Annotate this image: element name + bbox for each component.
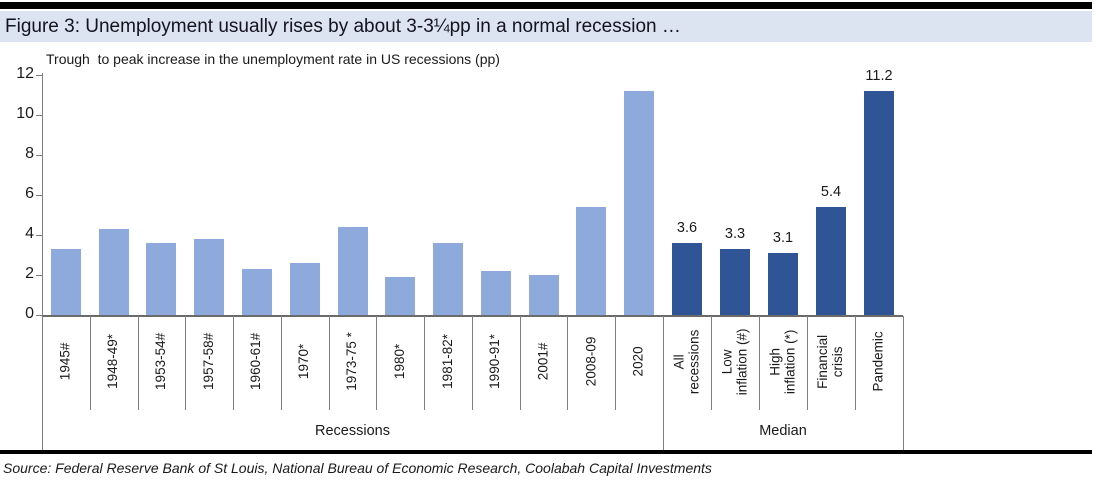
x-tick-label: Financial crisis	[815, 334, 845, 389]
category-divider	[90, 316, 91, 410]
y-tick-label: 0	[25, 305, 34, 322]
group-label-median: Median	[759, 423, 807, 439]
chart-subtitle: Trough to peak increase in the unemploym…	[46, 51, 500, 67]
bar-value-label: 3.6	[676, 220, 698, 236]
bar-Low-inflation-(#)	[720, 249, 750, 315]
figure-title: Figure 3: Unemployment usually rises by …	[5, 16, 681, 37]
x-tick-label: Pandemic	[870, 331, 886, 392]
category-divider	[138, 316, 139, 410]
figure-title-band: Figure 3: Unemployment usually rises by …	[0, 11, 1092, 42]
bar-1970*	[289, 263, 320, 315]
category-divider	[233, 316, 234, 410]
bar-Financial-crisis	[816, 207, 846, 315]
x-tick-label: 1973-75 *	[344, 332, 360, 391]
y-tick	[36, 115, 42, 116]
y-tick-label: 12	[16, 65, 34, 82]
category-divider	[520, 316, 521, 410]
bar-value-label: 11.2	[865, 68, 893, 84]
x-tick-label: 1960-61#	[248, 332, 264, 391]
bar-value-label: 3.1	[772, 230, 794, 246]
bar-1981-82*	[433, 243, 464, 315]
bar-1990-91*	[480, 271, 511, 315]
x-tick-label: 1990-91*	[487, 334, 503, 389]
category-divider	[185, 316, 186, 410]
y-tick	[36, 235, 42, 236]
y-tick	[36, 195, 42, 196]
x-tick-label: 2008-09	[582, 336, 598, 387]
category-divider	[424, 316, 425, 410]
category-divider	[759, 316, 760, 410]
bar-1980*	[385, 277, 416, 315]
source-note: Source: Federal Reserve Bank of St Louis…	[3, 460, 712, 476]
bar-1973-75-*	[337, 227, 368, 315]
x-tick-label: 1957-58#	[200, 332, 216, 391]
category-divider	[711, 316, 712, 410]
y-tick	[36, 275, 42, 276]
category-divider	[567, 316, 568, 410]
x-tick-label: 1980*	[391, 343, 407, 380]
bar-value-label: 5.4	[820, 184, 842, 200]
x-tick-label: 2001#	[535, 342, 551, 381]
bar-1957-58#	[194, 239, 225, 315]
bar-All-recessions	[672, 243, 702, 315]
bar-High-inflation-(*)	[768, 253, 798, 315]
x-tick-label: 1945#	[57, 342, 73, 381]
x-tick-label: 2020	[630, 346, 646, 377]
bar-Pandemic	[864, 91, 894, 315]
bar-2008-09	[576, 207, 607, 315]
x-tick-label: 1981-82*	[439, 334, 455, 389]
group-divider	[663, 316, 664, 450]
category-divider	[329, 316, 330, 410]
category-divider	[281, 316, 282, 410]
y-tick-label: 8	[25, 145, 34, 162]
x-tick-label: Low inflation (#)	[719, 328, 750, 395]
bar-2020	[624, 91, 655, 315]
bar-1960-61#	[241, 269, 272, 315]
bar-value-label: 3.3	[724, 226, 746, 242]
y-tick	[36, 155, 42, 156]
y-axis-line	[42, 73, 43, 450]
x-tick-label: 1948-49*	[105, 334, 121, 389]
bar-2001#	[528, 275, 559, 315]
y-tick-label: 2	[25, 265, 34, 282]
y-tick	[36, 75, 42, 76]
y-tick-label: 6	[25, 185, 34, 202]
bar-1953-54#	[146, 243, 177, 315]
bottom-rule	[0, 450, 1092, 454]
y-tick-label: 10	[16, 105, 34, 122]
x-tick-label: 1953-54#	[153, 332, 168, 391]
y-tick-label: 4	[25, 225, 34, 242]
x-tick-label: High inflation (*)	[767, 329, 797, 394]
top-rule	[0, 2, 1092, 9]
category-divider	[855, 316, 856, 410]
bar-1948-49*	[98, 229, 129, 315]
x-axis-line	[42, 315, 903, 317]
category-divider	[472, 316, 473, 410]
category-divider	[615, 316, 616, 410]
category-divider	[807, 316, 808, 410]
bar-1945#	[50, 249, 81, 315]
category-divider	[376, 316, 377, 410]
x-tick-label: All recessions	[671, 329, 701, 394]
group-divider	[903, 316, 904, 450]
y-tick	[36, 315, 42, 316]
x-tick-label: 1970*	[296, 343, 312, 380]
group-label-recessions: Recessions	[315, 423, 390, 439]
